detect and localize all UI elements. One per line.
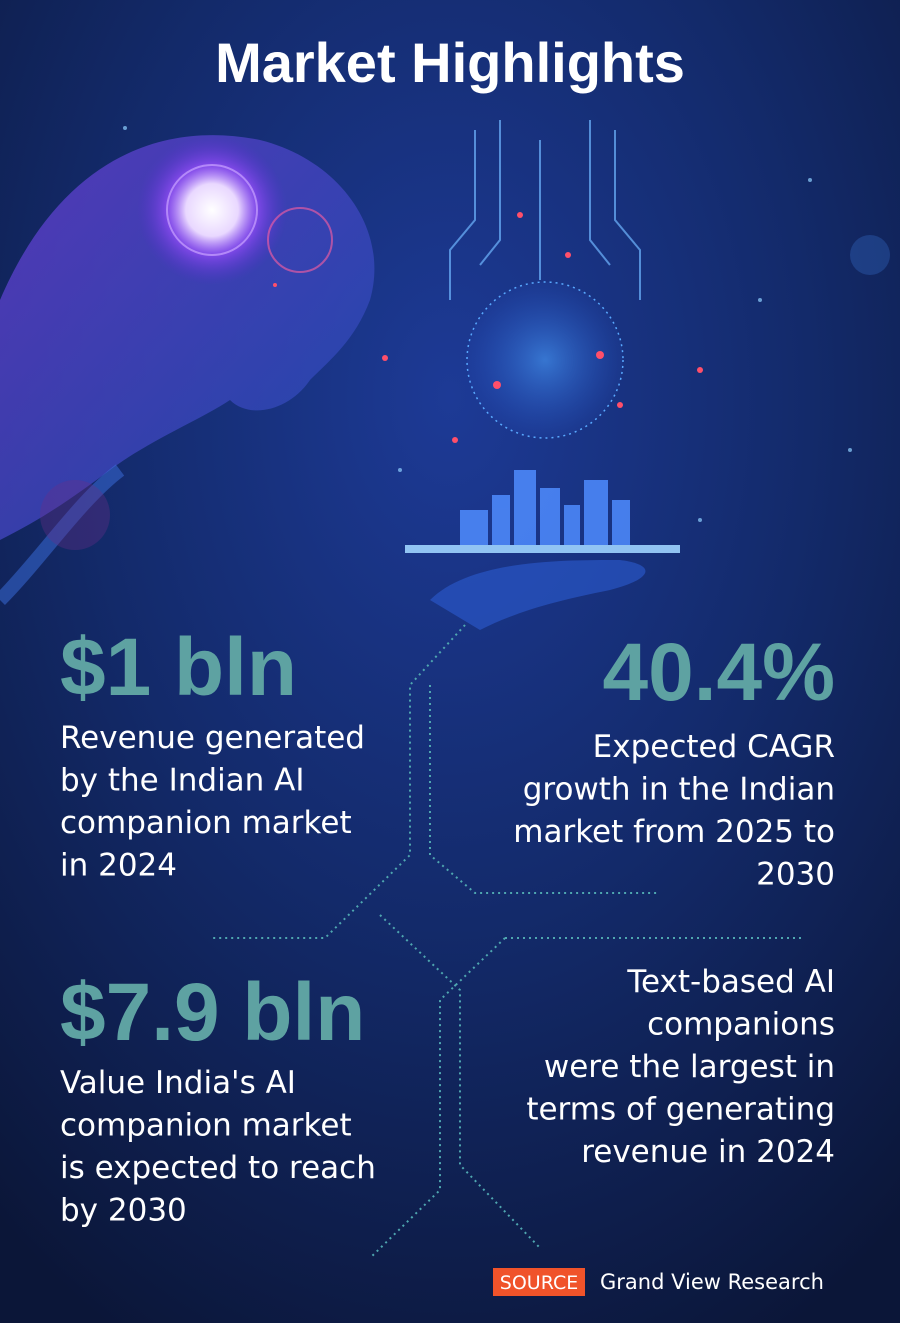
highlight-value: $7.9 bln <box>60 967 365 1058</box>
highlight-text: companion market <box>60 805 352 841</box>
connector-lines <box>210 624 805 1259</box>
illustration <box>0 120 890 630</box>
highlight-text: Expected CAGR <box>593 729 835 765</box>
highlight-text: Text-based AI <box>626 964 835 1000</box>
highlight-text: by 2030 <box>60 1193 187 1229</box>
highlight-text: Value India's AI <box>60 1065 296 1101</box>
source-name: Grand View Research <box>600 1270 824 1294</box>
highlight-text: market from 2025 to <box>513 814 835 850</box>
highlight-text: 2030 <box>756 857 835 893</box>
source-label: SOURCE <box>500 1272 578 1294</box>
highlight-value: $1 bln <box>60 622 297 713</box>
highlight-text: by the Indian AI <box>60 763 305 799</box>
highlight-text: is expected to reach <box>60 1150 376 1186</box>
highlight-text: revenue in 2024 <box>581 1134 835 1170</box>
source-badge <box>493 1268 585 1296</box>
highlight-value: 40.4% <box>602 627 835 718</box>
highlight-text: Revenue generated <box>60 720 365 756</box>
highlight-text: were the largest in <box>544 1049 835 1085</box>
highlights: $1 bln Revenue generated by the Indian AI c… <box>60 622 835 1229</box>
title: Market Highlights <box>215 31 685 94</box>
highlight-text: companion market <box>60 1108 352 1144</box>
highlight-text: growth in the Indian <box>523 772 835 808</box>
highlight-text: terms of generating <box>526 1092 835 1128</box>
highlight-text: in 2024 <box>60 848 177 884</box>
highlight-text: companions <box>647 1007 835 1043</box>
